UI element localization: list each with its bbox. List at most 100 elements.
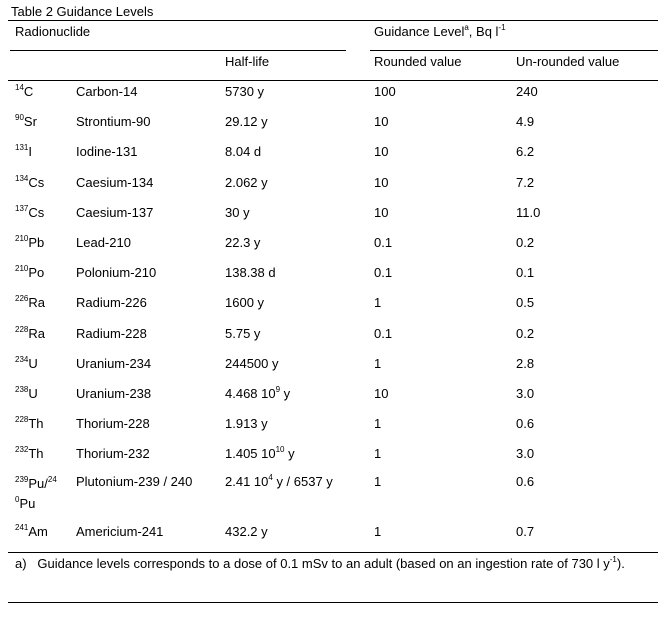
nuclide-name: Americium-241 [76, 524, 164, 539]
half-life: 1.405 1010 y [225, 445, 295, 462]
unrounded-value: 0.2 [516, 235, 535, 250]
nuclide-symbol: 239Pu/24 0Pu [15, 475, 57, 512]
unrounded-value: 7.2 [516, 175, 535, 190]
rounded-value: 10 [374, 386, 389, 401]
half-life: 29.12 y [225, 114, 268, 129]
nuclide-name: Caesium-137 [76, 205, 154, 220]
guidance-group-rule [370, 50, 658, 51]
nuclide-name: Plutonium-239 / 240 [76, 474, 193, 489]
nuclide-symbol: 226Ra [15, 294, 45, 311]
unrounded-value: 0.2 [516, 326, 535, 341]
unrounded-value: 3.0 [516, 386, 535, 401]
nuclide-name: Lead-210 [76, 235, 131, 250]
unrounded-value: 240 [516, 84, 538, 99]
table-row: 234U Uranium-234 244500 y 1 2.8 [0, 356, 665, 386]
header-bottom-rule [8, 80, 658, 81]
table-row: 210Pb Lead-210 22.3 y 0.1 0.2 [0, 235, 665, 265]
table-row: 14C Carbon-14 5730 y 100 240 [0, 84, 665, 114]
table-row: 238U Uranium-238 4.468 109 y 10 3.0 [0, 386, 665, 416]
rounded-value: 0.1 [374, 326, 393, 341]
top-rule [8, 20, 658, 21]
nuclide-name: Thorium-232 [76, 446, 150, 461]
nuclide-name: Strontium-90 [76, 114, 151, 129]
nuclide-symbol: 131I [15, 143, 32, 160]
header-radionuclide: Radionuclide [15, 24, 91, 39]
half-life: 432.2 y [225, 524, 268, 539]
table-row: 239Pu/24 0Pu Plutonium-239 / 240 2.41 104… [0, 474, 665, 514]
nuclide-name: Iodine-131 [76, 144, 138, 159]
nuclide-name: Caesium-134 [76, 175, 154, 190]
half-life: 5730 y [225, 84, 265, 99]
half-life: 1600 y [225, 295, 265, 310]
unrounded-value: 3.0 [516, 446, 535, 461]
nuclide-name: Thorium-228 [76, 416, 150, 431]
table-row: 228Th Thorium-228 1.913 y 1 0.6 [0, 416, 665, 446]
nuclide-symbol: 137Cs [15, 204, 45, 221]
half-life: 4.468 109 y [225, 385, 291, 402]
nuclide-symbol: 234U [15, 355, 38, 372]
table-row: 134Cs Caesium-134 2.062 y 10 7.2 [0, 175, 665, 205]
half-life: 244500 y [225, 356, 279, 371]
rounded-value: 1 [374, 416, 382, 431]
half-life: 8.04 d [225, 144, 262, 159]
half-life: 1.913 y [225, 416, 268, 431]
unrounded-value: 4.9 [516, 114, 535, 129]
nuclide-name: Radium-228 [76, 326, 147, 341]
table-bottom-rule [8, 552, 658, 553]
nuclide-symbol: 90Sr [15, 113, 37, 130]
footnote: a) Guidance levels corresponds to a dose… [15, 555, 625, 572]
table-row: 232Th Thorium-232 1.405 1010 y 1 3.0 [0, 446, 665, 476]
unrounded-value: 0.6 [516, 474, 535, 489]
unrounded-value: 2.8 [516, 356, 535, 371]
header-guidance-level: Guidance Levela, Bq l-1 [374, 23, 506, 40]
rounded-value: 1 [374, 446, 382, 461]
unrounded-value: 0.6 [516, 416, 535, 431]
half-life: 22.3 y [225, 235, 261, 250]
table-row: 90Sr Strontium-90 29.12 y 10 4.9 [0, 114, 665, 144]
table-row: 210Po Polonium-210 138.38 d 0.1 0.1 [0, 265, 665, 295]
nuclide-symbol: 14C [15, 83, 34, 100]
header-unrounded-value: Un-rounded value [516, 54, 620, 69]
unrounded-value: 0.1 [516, 265, 535, 280]
unrounded-value: 0.7 [516, 524, 535, 539]
header-rounded-value: Rounded value [374, 54, 462, 69]
half-life: 5.75 y [225, 326, 261, 341]
rounded-value: 10 [374, 205, 389, 220]
rounded-value: 1 [374, 356, 382, 371]
unrounded-value: 0.5 [516, 295, 535, 310]
nuclide-symbol: 134Cs [15, 174, 45, 191]
rounded-value: 0.1 [374, 235, 393, 250]
table-caption: Table 2 Guidance Levels [11, 4, 154, 19]
table-row: 226Ra Radium-226 1600 y 1 0.5 [0, 295, 665, 325]
nuclide-symbol: 210Po [15, 264, 45, 281]
nuclide-name: Uranium-238 [76, 386, 152, 401]
rounded-value: 10 [374, 114, 389, 129]
nuclide-name: Radium-226 [76, 295, 147, 310]
unrounded-value: 11.0 [516, 205, 541, 220]
rounded-value: 10 [374, 175, 389, 190]
table-row: 241Am Americium-241 432.2 y 1 0.7 [0, 524, 665, 554]
rounded-value: 1 [374, 295, 382, 310]
nuclide-name: Polonium-210 [76, 265, 157, 280]
nuclide-symbol: 238U [15, 385, 38, 402]
table-row: 137Cs Caesium-137 30 y 10 11.0 [0, 205, 665, 235]
nuclide-symbol: 241Am [15, 523, 48, 540]
radionuclide-group-rule [10, 50, 346, 51]
nuclide-symbol: 228Th [15, 415, 44, 432]
half-life: 138.38 d [225, 265, 276, 280]
rounded-value: 10 [374, 144, 389, 159]
nuclide-name: Carbon-14 [76, 84, 138, 99]
rounded-value: 0.1 [374, 265, 393, 280]
table-row: 228Ra Radium-228 5.75 y 0.1 0.2 [0, 326, 665, 356]
nuclide-symbol: 232Th [15, 445, 44, 462]
header-half-life: Half-life [225, 54, 270, 69]
rounded-value: 1 [374, 524, 382, 539]
rounded-value: 1 [374, 474, 382, 489]
half-life: 2.41 104 y / 6537 y [225, 473, 333, 490]
nuclide-symbol: 228Ra [15, 325, 45, 342]
half-life: 30 y [225, 205, 250, 220]
footnote-bottom-rule [8, 602, 658, 603]
rounded-value: 100 [374, 84, 396, 99]
nuclide-symbol: 210Pb [15, 234, 45, 251]
half-life: 2.062 y [225, 175, 268, 190]
